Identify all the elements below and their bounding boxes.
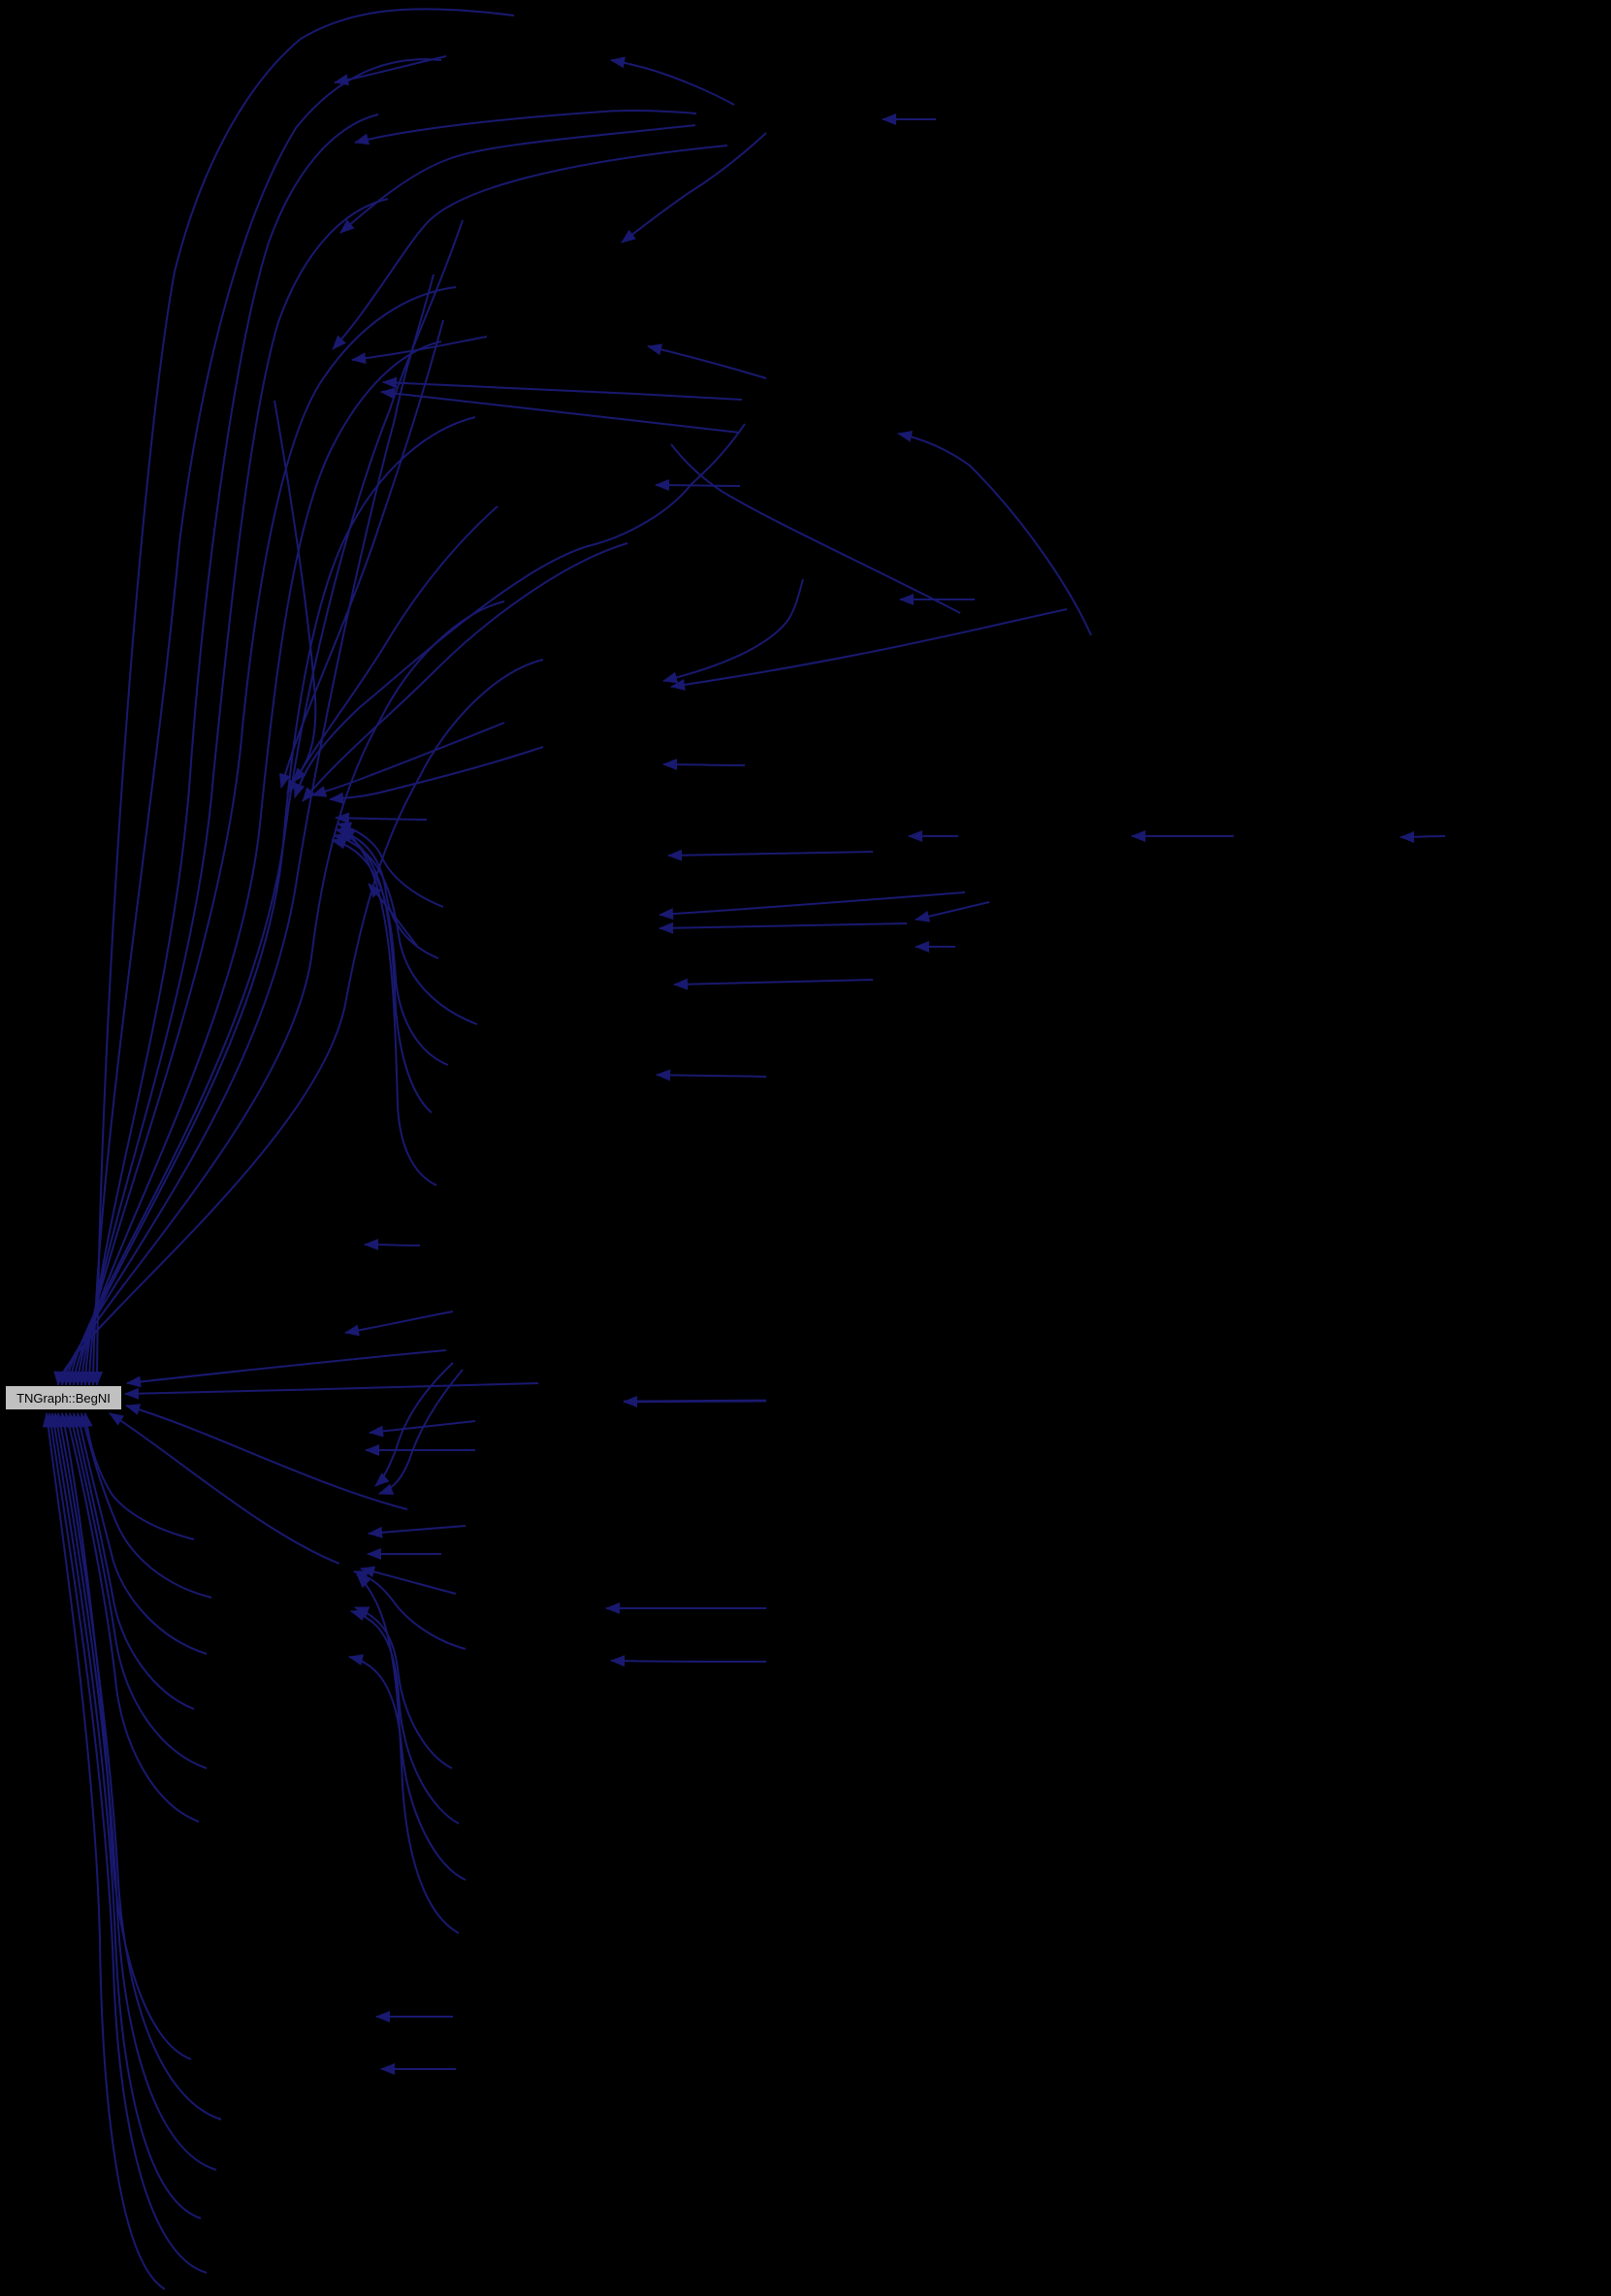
edge-19 — [337, 822, 444, 908]
edge-82 — [63, 1412, 200, 1823]
edge-67 — [356, 1573, 460, 1934]
edge-15 — [302, 542, 628, 802]
edge-0 — [91, 8, 515, 1386]
edge-3 — [80, 198, 389, 1386]
edge-58 — [374, 1362, 454, 1487]
edge-40 — [662, 578, 804, 684]
edge-4 — [76, 286, 457, 1386]
edge-30 — [339, 124, 696, 234]
edge-87 — [45, 1412, 208, 2274]
edge-83 — [59, 1412, 192, 2060]
edge-25 — [368, 883, 418, 947]
edge-9 — [57, 600, 505, 1386]
edge-6 — [68, 416, 476, 1386]
edge-45 — [659, 891, 966, 921]
edge-43 — [662, 759, 746, 771]
edge-51 — [1400, 830, 1446, 843]
edge-78 — [79, 1412, 212, 1599]
graph-node-label: TNGraph::BegNI — [16, 1390, 111, 1406]
edge-1 — [87, 58, 442, 1386]
edge-44 — [667, 849, 874, 861]
edge-29 — [354, 109, 697, 146]
edge-74 — [124, 1382, 539, 1400]
edge-24 — [340, 826, 437, 1186]
edge-63 — [353, 1569, 467, 1650]
edge-59 — [378, 1369, 464, 1495]
edge-65 — [350, 1609, 460, 1825]
edge-37 — [897, 430, 1092, 636]
edge-27 — [334, 55, 447, 86]
edge-5 — [72, 340, 442, 1386]
edge-31 — [621, 132, 767, 243]
edge-42 — [670, 443, 961, 614]
edge-21 — [333, 832, 478, 1025]
edge-23 — [338, 830, 433, 1114]
edge-68 — [623, 1395, 767, 1407]
edge-41 — [670, 608, 1068, 691]
graph-node-tngraph-begni[interactable]: TNGraph::BegNI — [5, 1385, 122, 1410]
edge-64 — [354, 1606, 453, 1769]
edge-73 — [126, 1349, 447, 1388]
edge-75 — [125, 1404, 408, 1510]
edge-34 — [382, 376, 743, 401]
edge-22 — [331, 837, 449, 1066]
edge-8 — [60, 274, 435, 1386]
edge-66 — [348, 1654, 467, 1881]
edge-11 — [274, 400, 317, 783]
edge-36 — [647, 343, 767, 379]
edge-80 — [71, 1412, 195, 1710]
edge-33 — [351, 336, 488, 365]
edge-2 — [83, 113, 379, 1386]
edge-52 — [915, 901, 990, 922]
edge-86 — [48, 1412, 202, 2219]
edge-20 — [335, 826, 439, 959]
edge-46 — [659, 922, 908, 934]
edges-layer — [42, 8, 1446, 2290]
edge-38 — [655, 479, 741, 492]
edge-70 — [610, 1655, 767, 1667]
edge-12 — [278, 319, 444, 789]
edge-14 — [293, 423, 746, 798]
edge-62 — [360, 1566, 457, 1595]
edge-13 — [286, 505, 499, 794]
edge-60 — [368, 1525, 467, 1538]
edge-84 — [54, 1412, 222, 2120]
edge-17 — [329, 746, 544, 804]
edge-26 — [610, 56, 735, 106]
edge-81 — [67, 1412, 208, 1769]
edge-55 — [344, 1310, 454, 1337]
edge-77 — [81, 1412, 195, 1540]
edge-88 — [42, 1412, 166, 2290]
edge-48 — [656, 1069, 767, 1082]
edge-10 — [53, 659, 544, 1386]
edge-79 — [74, 1412, 208, 1655]
edge-18 — [335, 812, 428, 825]
edge-47 — [673, 978, 874, 990]
edge-85 — [51, 1412, 217, 2171]
edge-35 — [380, 387, 741, 434]
edge-16 — [311, 722, 505, 797]
edge-32 — [332, 145, 728, 350]
edge-76 — [109, 1412, 340, 1565]
